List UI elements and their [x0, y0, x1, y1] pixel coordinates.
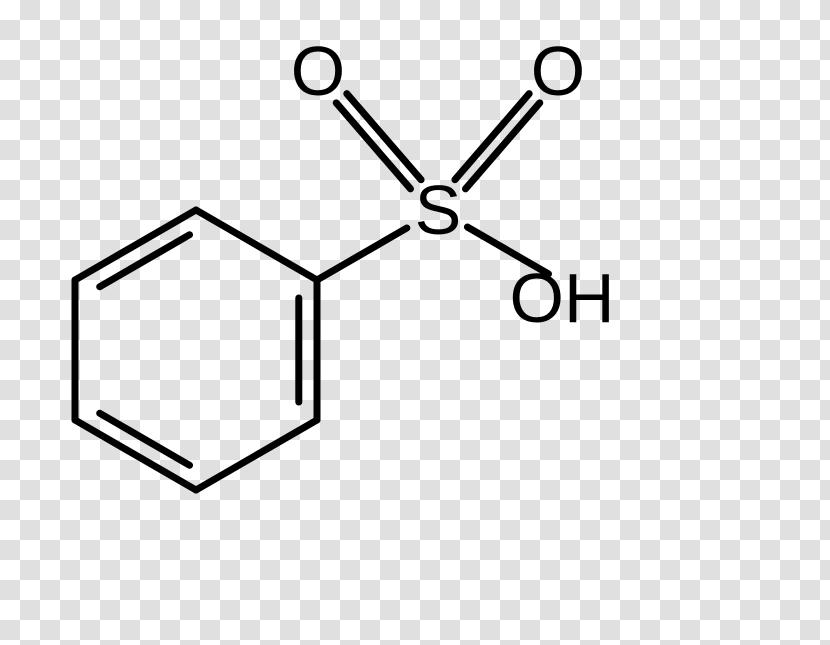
bond-line [336, 103, 410, 189]
bonds-layer [75, 94, 548, 490]
molecule-diagram: O OS OH [0, 0, 830, 645]
atom-label-o2: O [531, 32, 585, 110]
bond-line [317, 228, 407, 280]
atom-label-s: S [415, 171, 462, 249]
bond-line [347, 94, 421, 180]
atom-label-oh: OH [510, 259, 615, 337]
bond-line [196, 210, 317, 280]
atom-label-o1: O [291, 32, 345, 110]
atoms-layer: O OS OH [291, 32, 615, 337]
bond-line [196, 420, 317, 490]
bond-line [466, 103, 540, 189]
bond-line [455, 94, 529, 180]
